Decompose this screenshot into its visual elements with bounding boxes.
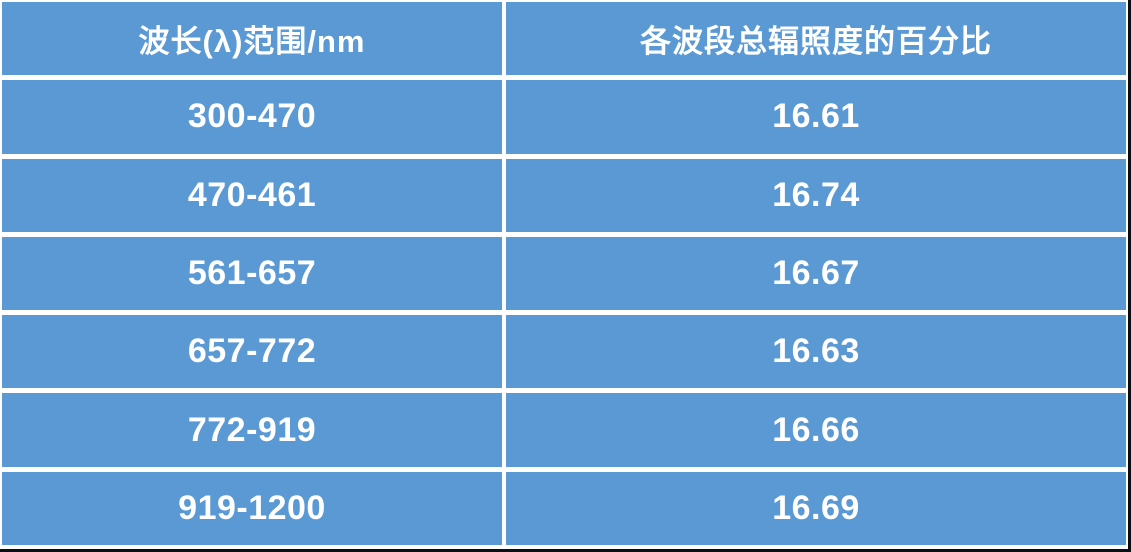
header-wavelength-range: 波长(λ)范围/nm xyxy=(2,2,502,76)
wavelength-range-cell: 470-461 xyxy=(2,158,502,232)
header-irradiance-percentage: 各波段总辐照度的百分比 xyxy=(506,2,1126,76)
irradiance-percentage-cell: 16.67 xyxy=(506,236,1126,311)
wavelength-range-cell: 772-919 xyxy=(2,393,502,467)
wavelength-range-cell: 657-772 xyxy=(2,315,502,389)
irradiance-percentage-cell: 16.61 xyxy=(506,80,1126,154)
irradiance-percentage-cell: 16.69 xyxy=(506,471,1126,545)
wavelength-range-cell: 300-470 xyxy=(2,80,502,154)
irradiance-percentage-cell: 16.66 xyxy=(506,393,1126,467)
wavelength-range-cell: 919-1200 xyxy=(2,471,502,545)
table-grid: 波长(λ)范围/nm 各波段总辐照度的百分比 300-470 16.61 470… xyxy=(2,2,1126,545)
wavelength-range-cell: 561-657 xyxy=(2,236,502,311)
irradiance-percentage-cell: 16.63 xyxy=(506,315,1126,389)
irradiance-percentage-cell: 16.74 xyxy=(506,158,1126,232)
